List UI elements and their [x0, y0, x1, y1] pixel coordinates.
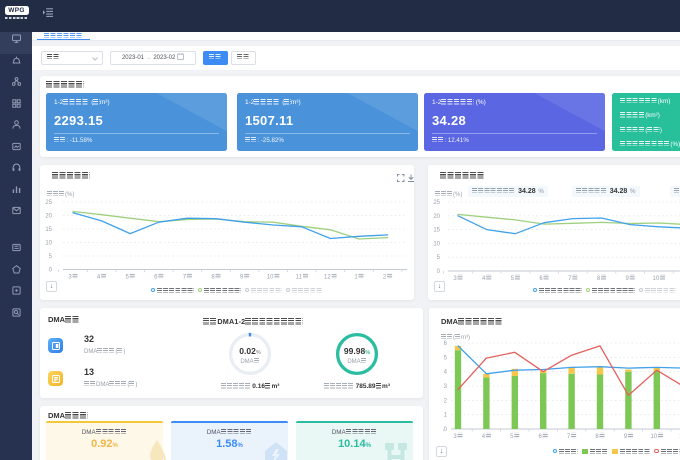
- svg-text:3: 3: [453, 276, 457, 282]
- svg-text:20: 20: [433, 214, 440, 220]
- svg-text:10: 10: [650, 434, 657, 440]
- svg-text:3: 3: [68, 275, 72, 281]
- svg-text:5: 5: [126, 275, 130, 281]
- svg-text:8: 8: [597, 276, 601, 282]
- svg-text:3: 3: [444, 384, 448, 390]
- svg-text:10: 10: [433, 241, 440, 247]
- svg-text:6: 6: [154, 275, 158, 281]
- svg-text:4: 4: [482, 434, 486, 440]
- svg-text:6: 6: [539, 434, 543, 440]
- svg-text:6: 6: [539, 276, 543, 282]
- svg-text:4: 4: [482, 276, 486, 282]
- svg-text:15: 15: [433, 228, 440, 234]
- svg-text:12: 12: [324, 275, 331, 281]
- svg-text:1: 1: [444, 413, 448, 419]
- svg-text:7: 7: [567, 434, 571, 440]
- svg-text:3: 3: [453, 434, 457, 440]
- svg-text:0: 0: [444, 427, 448, 433]
- svg-text:4: 4: [444, 370, 448, 376]
- svg-text:7: 7: [568, 276, 572, 282]
- svg-text:10: 10: [653, 276, 660, 282]
- svg-text:8: 8: [211, 275, 215, 281]
- svg-text:9: 9: [240, 275, 244, 281]
- svg-text:0: 0: [437, 269, 441, 275]
- svg-text:2: 2: [444, 398, 448, 404]
- svg-text:4: 4: [97, 275, 101, 281]
- svg-text:6: 6: [444, 341, 448, 347]
- svg-text:5: 5: [49, 254, 53, 260]
- svg-text:10: 10: [45, 241, 52, 247]
- svg-text:11: 11: [296, 275, 303, 281]
- svg-text:1: 1: [354, 275, 358, 281]
- svg-text:5: 5: [511, 276, 515, 282]
- svg-text:5: 5: [510, 434, 514, 440]
- svg-text:25: 25: [433, 200, 440, 206]
- svg-text:9: 9: [626, 276, 630, 282]
- svg-text:5: 5: [437, 255, 441, 261]
- svg-text:20: 20: [45, 214, 52, 220]
- svg-text:15: 15: [45, 227, 52, 233]
- svg-text:5: 5: [444, 355, 448, 361]
- svg-text:10: 10: [267, 275, 274, 281]
- svg-text:2: 2: [383, 275, 387, 281]
- svg-text:9: 9: [624, 434, 628, 440]
- svg-text:8: 8: [595, 434, 599, 440]
- svg-text:7: 7: [183, 275, 187, 281]
- svg-text:25: 25: [45, 200, 52, 206]
- svg-text:0: 0: [49, 268, 53, 274]
